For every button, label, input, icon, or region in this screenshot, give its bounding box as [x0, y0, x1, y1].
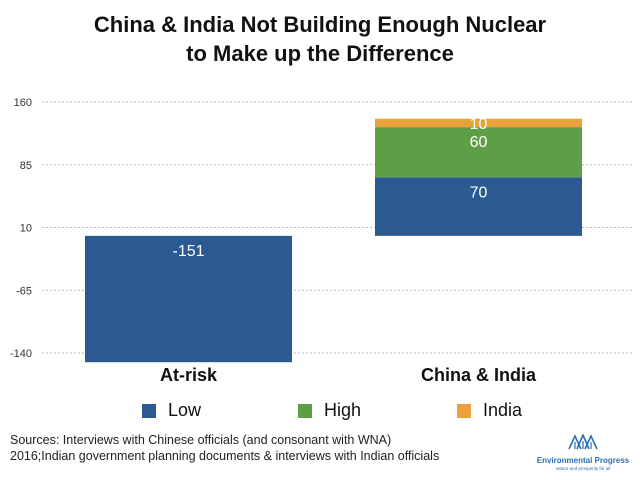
chart-title-line-1: China & India Not Building Enough Nuclea… — [93, 12, 547, 37]
chart-title: China & India Not Building Enough Nuclea… — [0, 10, 640, 68]
chart-title-line-2: to Make up the Difference — [186, 41, 454, 66]
bar-1-low — [375, 177, 582, 236]
environmental-progress-logo: Environmental Progress nature and prospe… — [533, 432, 633, 472]
y-tick-label-2: 10 — [20, 223, 32, 235]
bar-1-high — [375, 127, 582, 178]
x-category-label-0: At-risk — [160, 365, 218, 385]
sources-note: Sources: Interviews with Chinese officia… — [10, 432, 439, 464]
sources-line-2: 2016;Indian government planning document… — [10, 449, 440, 463]
y-tick-label-0: 160 — [14, 97, 32, 109]
bars — [85, 118, 582, 363]
x-category-label-1: China & India — [421, 365, 537, 385]
legend-swatch-india — [457, 403, 471, 418]
sources-line-1: Sources: Interviews with Chinese officia… — [10, 433, 392, 447]
legend-swatch-low — [142, 403, 156, 418]
y-tick-label-1: 85 — [20, 160, 32, 172]
bar-0-low — [85, 235, 292, 363]
y-tick-label-4: -140 — [10, 348, 32, 360]
legend-item-high: High — [298, 400, 361, 421]
legend-item-india: India — [457, 400, 522, 421]
x-axis-categories: At-risk China & India — [160, 365, 537, 385]
data-label-1-low: 70 — [470, 184, 488, 201]
logo-tagline: nature and prosperity for all — [555, 466, 611, 471]
legend-item-low: Low — [142, 400, 201, 421]
legend-label-low: Low — [168, 400, 202, 420]
trees-logo-icon — [568, 432, 598, 450]
legend-label-india: India — [483, 400, 523, 420]
logo-name: Environmental Progress — [536, 456, 630, 465]
legend-swatch-high — [298, 403, 312, 418]
y-tick-label-3: -65 — [16, 285, 32, 297]
legend: Low High India — [0, 400, 640, 424]
data-label-1-high: 60 — [470, 134, 488, 151]
y-axis-ticks: 160 85 10 -65 -140 — [10, 97, 32, 360]
bar-1-india — [375, 118, 582, 128]
legend-label-high: High — [324, 400, 362, 420]
data-label-0-low: -151 — [172, 243, 204, 260]
data-label-1-india: 10 — [470, 116, 488, 133]
